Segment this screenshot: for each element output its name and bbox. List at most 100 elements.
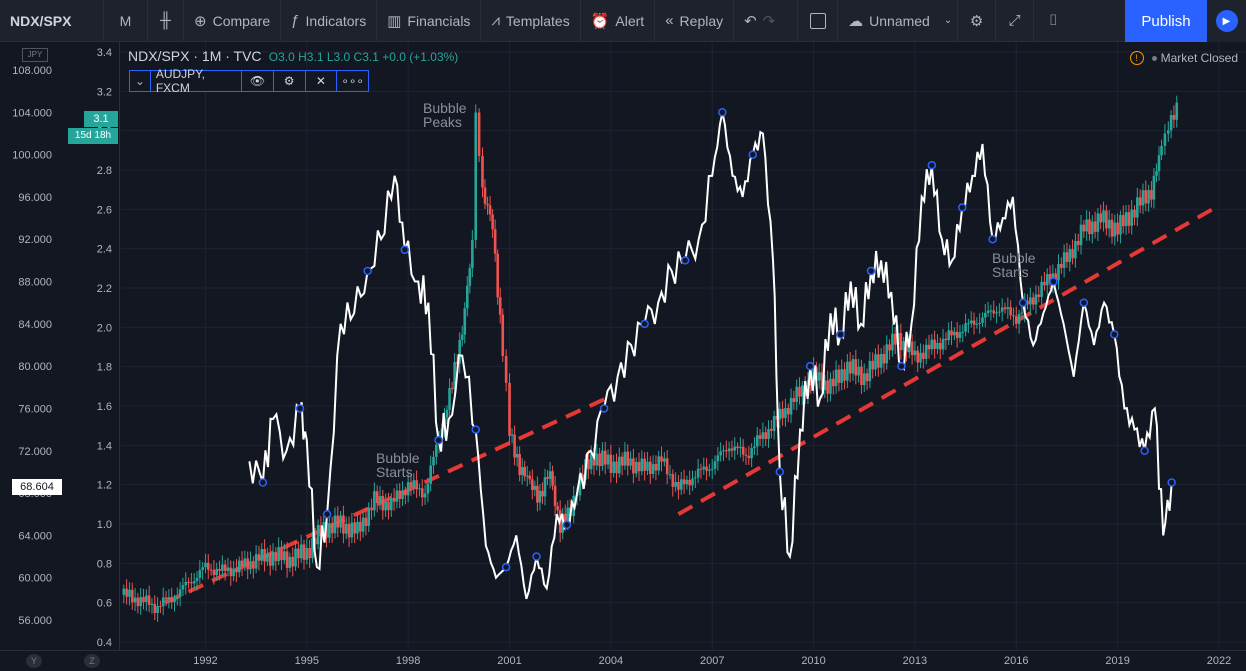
candle-body bbox=[212, 569, 216, 576]
annotation-bubble-starts-1[interactable]: Bubble Starts bbox=[376, 451, 420, 479]
legend-open: O3.0 bbox=[268, 50, 295, 64]
publish-button[interactable]: Publish bbox=[1125, 0, 1207, 42]
layout-menu[interactable]: ☁ Unnamed ⌄ bbox=[838, 0, 959, 42]
left-axis-tick: 96.000 bbox=[18, 192, 52, 204]
candle-body bbox=[688, 479, 691, 486]
more-button[interactable]: ∘∘∘ bbox=[337, 71, 368, 91]
candle-body bbox=[747, 455, 751, 459]
candle-body bbox=[916, 350, 920, 363]
alert-button[interactable]: ⏰ Alert bbox=[581, 0, 656, 42]
candle-body bbox=[423, 493, 427, 498]
indicators-button[interactable]: ƒ Indicators bbox=[281, 0, 378, 42]
fullscreen-toggle[interactable] bbox=[798, 0, 839, 42]
candle-body bbox=[905, 340, 908, 353]
candle-body bbox=[1107, 219, 1111, 229]
collapse-legend-button[interactable]: ⌄ bbox=[130, 71, 151, 91]
replay-button[interactable]: « Replay bbox=[655, 0, 735, 42]
candle-body bbox=[888, 344, 891, 351]
symbol-search[interactable]: NDX/SPX bbox=[0, 0, 104, 42]
overlay-marker bbox=[1167, 478, 1176, 487]
candle-body bbox=[170, 597, 173, 603]
annotation-bubble-starts-2[interactable]: Bubble Starts bbox=[992, 251, 1036, 279]
candle-body bbox=[221, 564, 224, 571]
candle-body bbox=[280, 547, 283, 561]
candle-body bbox=[981, 317, 984, 323]
settings-button[interactable]: ⚙ bbox=[958, 0, 997, 42]
candle-body bbox=[465, 285, 469, 309]
annotation-bubble-peaks[interactable]: Bubble Peaks bbox=[423, 101, 467, 129]
candle-body bbox=[1037, 294, 1041, 297]
interval-button[interactable]: M bbox=[104, 0, 148, 42]
candle-body bbox=[563, 513, 567, 523]
candle-body bbox=[145, 595, 148, 603]
candle-body bbox=[122, 588, 126, 595]
overlay-marker bbox=[1018, 298, 1028, 307]
right-axis-ticks: 3.43.23.02.82.62.42.22.01.81.61.41.21.00… bbox=[97, 47, 112, 649]
visibility-button[interactable]: 👁 bbox=[242, 71, 274, 91]
candle-body bbox=[515, 454, 519, 458]
candle-body bbox=[1088, 219, 1091, 235]
financials-button[interactable]: ▥ Financials bbox=[377, 0, 482, 42]
candle-body bbox=[370, 507, 373, 511]
candle-body bbox=[1029, 297, 1032, 305]
overlay-marker bbox=[400, 245, 410, 255]
candle-body bbox=[989, 310, 993, 312]
candles-icon: ╫ bbox=[160, 12, 171, 29]
candle-body bbox=[483, 187, 487, 204]
candle-body bbox=[184, 581, 188, 586]
right-axis-tick: 3.2 bbox=[97, 86, 112, 98]
compare-button[interactable]: ⊕ Compare bbox=[184, 0, 282, 42]
candle-body bbox=[722, 450, 725, 452]
candle-body bbox=[1136, 197, 1139, 218]
audjpy-line bbox=[248, 112, 1173, 600]
candle-body bbox=[498, 297, 502, 315]
alarm-clock-icon: ⏰ bbox=[590, 12, 610, 30]
candle-body bbox=[176, 596, 179, 599]
legend-title[interactable]: NDX/SPX · 1M · TVC bbox=[128, 48, 262, 64]
overlay-marker bbox=[1049, 277, 1058, 286]
expand-button[interactable]: ⤢ bbox=[996, 0, 1035, 42]
close-icon: ✕ bbox=[315, 74, 326, 88]
log-scale-button[interactable]: Y bbox=[26, 654, 42, 668]
candle-body bbox=[1065, 252, 1069, 262]
candle-body bbox=[373, 491, 376, 511]
candle-body bbox=[302, 544, 306, 560]
candle-body bbox=[130, 589, 134, 603]
candle-body bbox=[984, 312, 987, 318]
right-axis-tick: 2.8 bbox=[97, 165, 112, 177]
square-icon bbox=[809, 12, 826, 29]
annotation-line: Bubble bbox=[376, 450, 420, 466]
right-axis-tick: 2.6 bbox=[97, 204, 112, 216]
play-button[interactable]: ▶ bbox=[1207, 0, 1246, 42]
overlay-marker bbox=[775, 467, 785, 477]
gear-icon: ⚙ bbox=[283, 74, 295, 88]
chart-style-button[interactable]: ╫ bbox=[148, 0, 184, 42]
redo-icon[interactable]: ↷ bbox=[762, 12, 776, 30]
undo-icon[interactable]: ↶ bbox=[744, 12, 757, 30]
candle-body bbox=[195, 577, 199, 582]
candle-body bbox=[840, 369, 844, 383]
time-axis-tick: 2013 bbox=[903, 655, 927, 667]
time-axis-tick: 2010 bbox=[801, 655, 825, 667]
candle-body bbox=[266, 553, 269, 562]
snapshot-button[interactable]: ⌷ bbox=[1034, 0, 1072, 42]
time-axis-tick: 1992 bbox=[193, 655, 217, 667]
remove-study-button[interactable]: ✕ bbox=[306, 71, 338, 91]
legend-change: +0.0 (+1.03%) bbox=[382, 50, 459, 64]
zoom-button[interactable]: Z bbox=[84, 654, 100, 668]
candle-body bbox=[1105, 210, 1108, 229]
study-settings-button[interactable]: ⚙ bbox=[274, 71, 306, 91]
candle-body bbox=[657, 456, 661, 471]
candle-body bbox=[826, 380, 829, 394]
candle-body bbox=[1093, 221, 1097, 232]
templates-button[interactable]: ⩘ Templates bbox=[481, 0, 581, 42]
candle-body bbox=[240, 560, 244, 567]
candle-body bbox=[493, 229, 497, 254]
overlay-marker bbox=[471, 425, 480, 434]
candle-body bbox=[975, 323, 979, 325]
legend-high: H3.1 bbox=[298, 50, 324, 64]
overlay-symbol[interactable]: AUDJPY, FXCM bbox=[151, 67, 243, 95]
candle-body bbox=[153, 603, 157, 614]
left-price-axis[interactable] bbox=[0, 42, 120, 650]
